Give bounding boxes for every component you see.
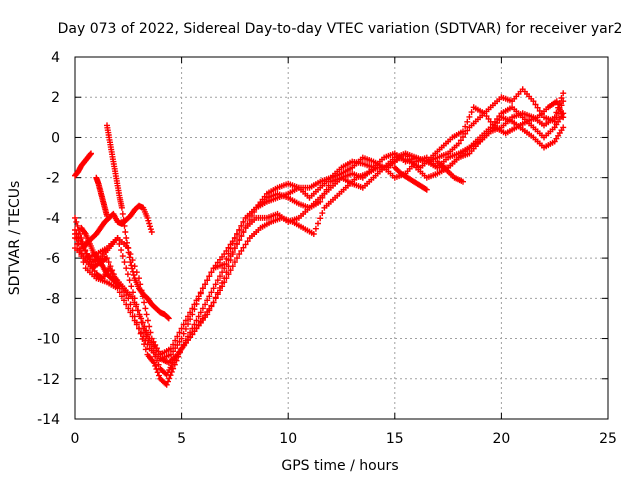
series-markers	[80, 202, 155, 252]
x-tick-label: 15	[386, 431, 404, 447]
x-tick-label: 10	[279, 431, 297, 447]
series-markers	[72, 114, 567, 388]
x-tick-labels: 0 5 10 15 20 25	[71, 431, 617, 447]
y-tick-label: -14	[37, 412, 60, 428]
y-tick-label: 4	[51, 50, 60, 66]
series-seg-b	[104, 122, 172, 322]
y-tick-label: -6	[46, 251, 60, 267]
series-seg-a	[72, 150, 94, 179]
series-markers	[104, 122, 172, 322]
series-markers	[72, 150, 94, 179]
y-axis-label: SDTVAR / TECUs	[7, 181, 23, 296]
axis-ticks	[74, 56, 609, 420]
series-seg-e	[78, 224, 123, 290]
y-tick-label: -2	[46, 171, 60, 187]
series-markers	[93, 174, 110, 219]
series-seg-c	[80, 202, 155, 252]
x-tick-label: 5	[177, 431, 186, 447]
series-markers	[78, 224, 123, 290]
y-tick-label: 0	[51, 130, 60, 146]
chart-title: Day 073 of 2022, Sidereal Day-to-day VTE…	[58, 21, 623, 37]
x-tick-label: 20	[492, 431, 510, 447]
series-markers	[434, 158, 466, 185]
y-tick-label: -10	[37, 332, 60, 348]
x-tick-label: 0	[71, 431, 80, 447]
y-tick-label: -12	[37, 372, 60, 388]
series-layer	[72, 86, 567, 388]
y-tick-labels: -14 -12 -10 -8 -6 -4 -2 0 2 4	[37, 50, 60, 428]
y-tick-label: -8	[46, 291, 60, 307]
y-tick-label: -4	[46, 211, 60, 227]
series-seg-g	[434, 158, 466, 185]
x-tick-label: 25	[599, 431, 617, 447]
series-seg-f	[391, 164, 430, 193]
series-seg-d	[93, 174, 110, 219]
series-track-5	[72, 98, 567, 366]
x-axis-label: GPS time / hours	[281, 458, 398, 474]
series-track-3	[72, 114, 567, 388]
series-markers	[72, 98, 567, 366]
series-markers	[391, 164, 430, 193]
y-tick-label: 2	[51, 90, 60, 106]
